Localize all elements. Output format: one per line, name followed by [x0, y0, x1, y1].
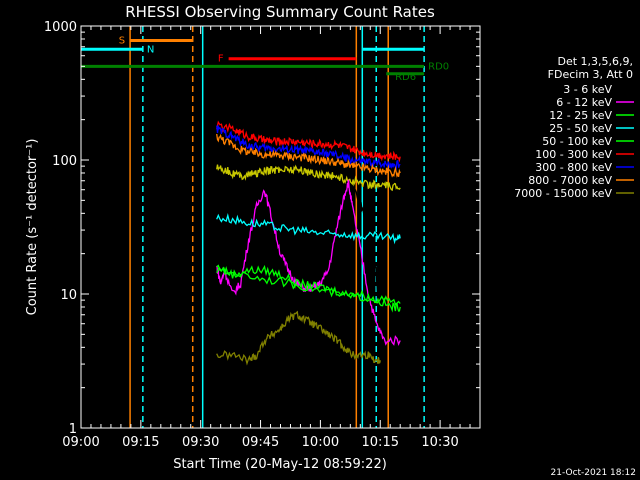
series-line-8: [216, 310, 381, 366]
series-line-7: [216, 133, 401, 178]
series-line-3: [216, 212, 401, 245]
x-tick-label: 09:15: [122, 435, 159, 450]
legend-label: 3 - 6 keV: [563, 83, 612, 96]
y-tick-label: 1: [69, 422, 77, 437]
legend-label: 6 - 12 keV: [556, 96, 612, 109]
x-tick-label: 09:30: [182, 435, 219, 450]
annotation-label-1: N: [147, 44, 154, 55]
x-tick-label: 09:00: [62, 435, 99, 450]
plot-area: S N F RD0 RD6: [81, 26, 449, 429]
x-tick-label: 09:45: [242, 435, 279, 450]
legend-header-line-1: Det 1,3,5,6,9,: [557, 55, 633, 68]
annotation-label-0: S: [119, 35, 125, 46]
annotation-label-3: RD0: [428, 61, 449, 72]
y-axis-label: Count Rate (s⁻¹ detector⁻¹): [25, 139, 40, 316]
x-tick-label: 10:30: [421, 435, 458, 450]
legend-label: 50 - 100 keV: [542, 135, 612, 148]
y-tick-label: 1000: [44, 20, 77, 35]
legend-label: 12 - 25 keV: [549, 109, 612, 122]
x-axis-label: Start Time (20-May-12 08:59:22): [173, 457, 387, 472]
series-line-1: [216, 179, 401, 346]
footer-date: 21-Oct-2021 18:12: [551, 468, 636, 478]
legend-label: 300 - 800 keV: [535, 161, 612, 174]
legend-label: 25 - 50 keV: [549, 122, 612, 135]
series-line-0: [216, 188, 385, 429]
annotation-label-4: RD6: [395, 72, 416, 83]
series-line-5: [216, 120, 401, 163]
y-tick-label: 100: [52, 154, 77, 169]
x-tick-label: 10:00: [302, 435, 339, 450]
legend-header-line-2: FDecim 3, Att 0: [548, 68, 633, 81]
legend-label: 7000 - 15000 keV: [514, 187, 612, 200]
legend-label: 100 - 300 keV: [535, 148, 612, 161]
legend-label: 800 - 7000 keV: [528, 174, 612, 187]
series-line-4: [216, 266, 401, 306]
series-line-6: [216, 124, 401, 170]
x-tick-label: 10:15: [362, 435, 399, 450]
annotation-label-2: F: [218, 54, 224, 65]
legend-header: Det 1,3,5,6,9, FDecim 3, Att 0: [548, 55, 633, 81]
y-tick-label: 10: [60, 288, 77, 303]
extra-series-line-0: [216, 164, 401, 192]
chart-title: RHESSI Observing Summary Count Rates: [125, 3, 435, 21]
axes: 1 10 100 1000 09:00 09:15 09:30 09:45 10:00 10:15…: [44, 20, 481, 450]
